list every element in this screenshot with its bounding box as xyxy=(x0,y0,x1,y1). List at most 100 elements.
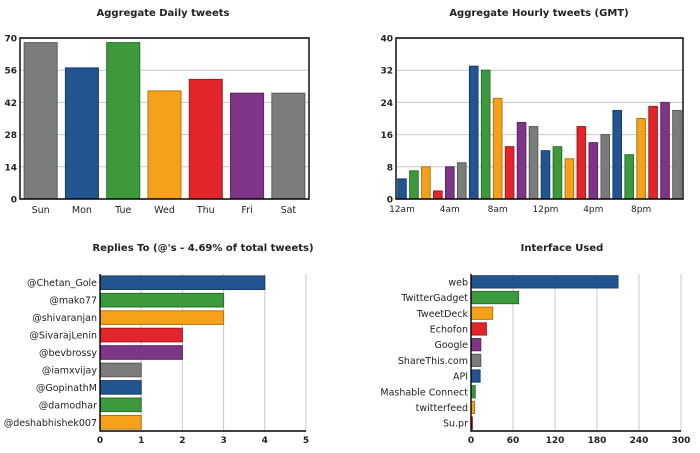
replies-y-category-label: @iamxvijay xyxy=(42,365,98,376)
interface-bar xyxy=(470,322,487,336)
daily-bar xyxy=(23,42,58,200)
hourly-bar xyxy=(648,105,658,200)
hourly-bar xyxy=(504,146,515,200)
interface-y-category-label: twitterfeed xyxy=(416,403,468,414)
daily-x-category-label: Mon xyxy=(72,205,92,216)
daily-y-tick-label: 70 xyxy=(4,35,17,45)
replies-bar xyxy=(99,345,183,360)
hourly-bar xyxy=(672,109,682,200)
hourly-bar xyxy=(552,146,563,200)
hourly-bar xyxy=(409,170,419,200)
hourly-bar xyxy=(624,154,634,200)
daily-bar xyxy=(230,92,265,200)
replies-y-category-label: @GopinathM xyxy=(36,383,97,394)
hourly-x-tick-label: 4pm xyxy=(583,205,603,215)
hourly-x-tick-label: 8pm xyxy=(631,205,651,215)
daily-y-tick-label: 42 xyxy=(4,99,17,109)
replies-y-category-label: @deshabhishek007 xyxy=(4,418,97,429)
daily-y-tick-label: 56 xyxy=(4,67,17,77)
interface-x-tick-label: 180 xyxy=(588,436,607,446)
replies-x-tick-label: 0 xyxy=(97,436,103,446)
hourly-chart-title: Aggregate Hourly tweets (GMT) xyxy=(449,8,628,19)
interface-x-tick-label: 300 xyxy=(672,436,691,446)
replies-x-tick-label: 2 xyxy=(179,436,185,446)
replies-bar xyxy=(99,397,142,413)
replies-y-category-label: @bevbrossy xyxy=(39,348,97,359)
interface-y-category-label: Su.pr xyxy=(443,419,468,430)
interface-chart-title: Interface Used xyxy=(521,243,604,254)
interface-x-tick-label: 120 xyxy=(546,436,565,446)
replies-plot-axes xyxy=(99,274,306,432)
daily-bar xyxy=(271,92,306,200)
daily-x-category-label: Fri xyxy=(241,205,252,216)
replies-x-tick-label: 3 xyxy=(220,436,226,446)
daily-x-category-label: Thu xyxy=(196,205,215,216)
replies-x-tick-label: 4 xyxy=(262,436,268,446)
replies-x-tick-label: 5 xyxy=(303,436,309,446)
interface-x-tick-label: 240 xyxy=(630,436,649,446)
replies-y-category-label: @SivarajLenin xyxy=(29,331,97,342)
interface-y-category-label: TwitterGadget xyxy=(400,293,468,304)
daily-tweets-chart: Aggregate Daily tweets 0 14 28 42 56 70 Sun Mon… xyxy=(4,8,310,216)
interface-y-category-label: Google xyxy=(434,340,468,351)
daily-x-category-label: Sat xyxy=(281,205,297,216)
hourly-y-tick-label: 24 xyxy=(380,99,393,109)
replies-to-chart: Replies To (@'s - 4.69% of total tweets)… xyxy=(4,243,314,446)
hourly-bar xyxy=(600,134,611,200)
interface-bar xyxy=(470,275,619,289)
replies-bar xyxy=(99,327,183,343)
hourly-bar xyxy=(540,150,551,200)
daily-bar xyxy=(64,67,99,200)
hourly-bar xyxy=(445,166,455,200)
daily-y-tick-label: 0 xyxy=(11,196,17,206)
interface-bar xyxy=(470,306,494,320)
hourly-bar xyxy=(660,101,670,200)
hourly-y-tick-label: 32 xyxy=(380,67,393,77)
interface-y-category-label: Echofon xyxy=(430,324,468,335)
hourly-bar xyxy=(397,178,407,200)
hourly-bar xyxy=(468,65,479,200)
hourly-bar xyxy=(456,162,467,200)
hourly-plot-frame xyxy=(395,37,684,200)
replies-bar xyxy=(99,380,142,395)
hourly-y-tick-label: 8 xyxy=(387,163,393,173)
hourly-bar xyxy=(528,126,539,200)
daily-x-category-label: Tue xyxy=(114,205,131,216)
interface-y-category-label: web xyxy=(448,277,468,288)
hourly-x-tick-label: 12pm xyxy=(533,205,559,215)
replies-x-tick-label: 1 xyxy=(138,436,144,446)
interface-bar xyxy=(470,290,520,305)
replies-bar xyxy=(99,362,142,378)
hourly-bar xyxy=(564,158,575,200)
hourly-bar xyxy=(636,118,646,200)
daily-y-tick-label: 14 xyxy=(4,163,17,173)
interface-bar xyxy=(470,353,482,367)
interface-bar xyxy=(470,369,481,383)
hourly-bar xyxy=(421,166,431,200)
hourly-bar xyxy=(480,69,491,200)
replies-y-category-label: @Chetan_Gole xyxy=(27,278,97,289)
interface-y-category-label: Mashable Connect xyxy=(380,387,468,398)
hourly-bar xyxy=(516,122,527,200)
replies-bar xyxy=(99,414,142,430)
hourly-bar xyxy=(433,190,443,200)
replies-bar xyxy=(99,292,225,308)
daily-bar xyxy=(106,42,141,200)
daily-y-tick-label: 28 xyxy=(4,131,17,141)
interface-bar xyxy=(470,338,482,352)
hourly-bar xyxy=(612,109,623,200)
replies-y-category-label: @shivaranjan xyxy=(32,313,97,324)
hourly-y-tick-label: 16 xyxy=(380,131,393,141)
replies-y-category-label: @mako77 xyxy=(49,296,97,307)
daily-x-category-label: Sun xyxy=(32,205,50,216)
interface-y-category-label: ShareThis.com xyxy=(398,356,468,367)
hourly-bar xyxy=(588,142,599,200)
daily-plot-frame xyxy=(19,37,310,200)
interface-x-tick-label: 60 xyxy=(507,436,520,446)
daily-bar xyxy=(188,78,223,200)
hourly-bar xyxy=(492,97,503,200)
replies-bar xyxy=(99,275,266,291)
replies-bar xyxy=(99,310,225,325)
